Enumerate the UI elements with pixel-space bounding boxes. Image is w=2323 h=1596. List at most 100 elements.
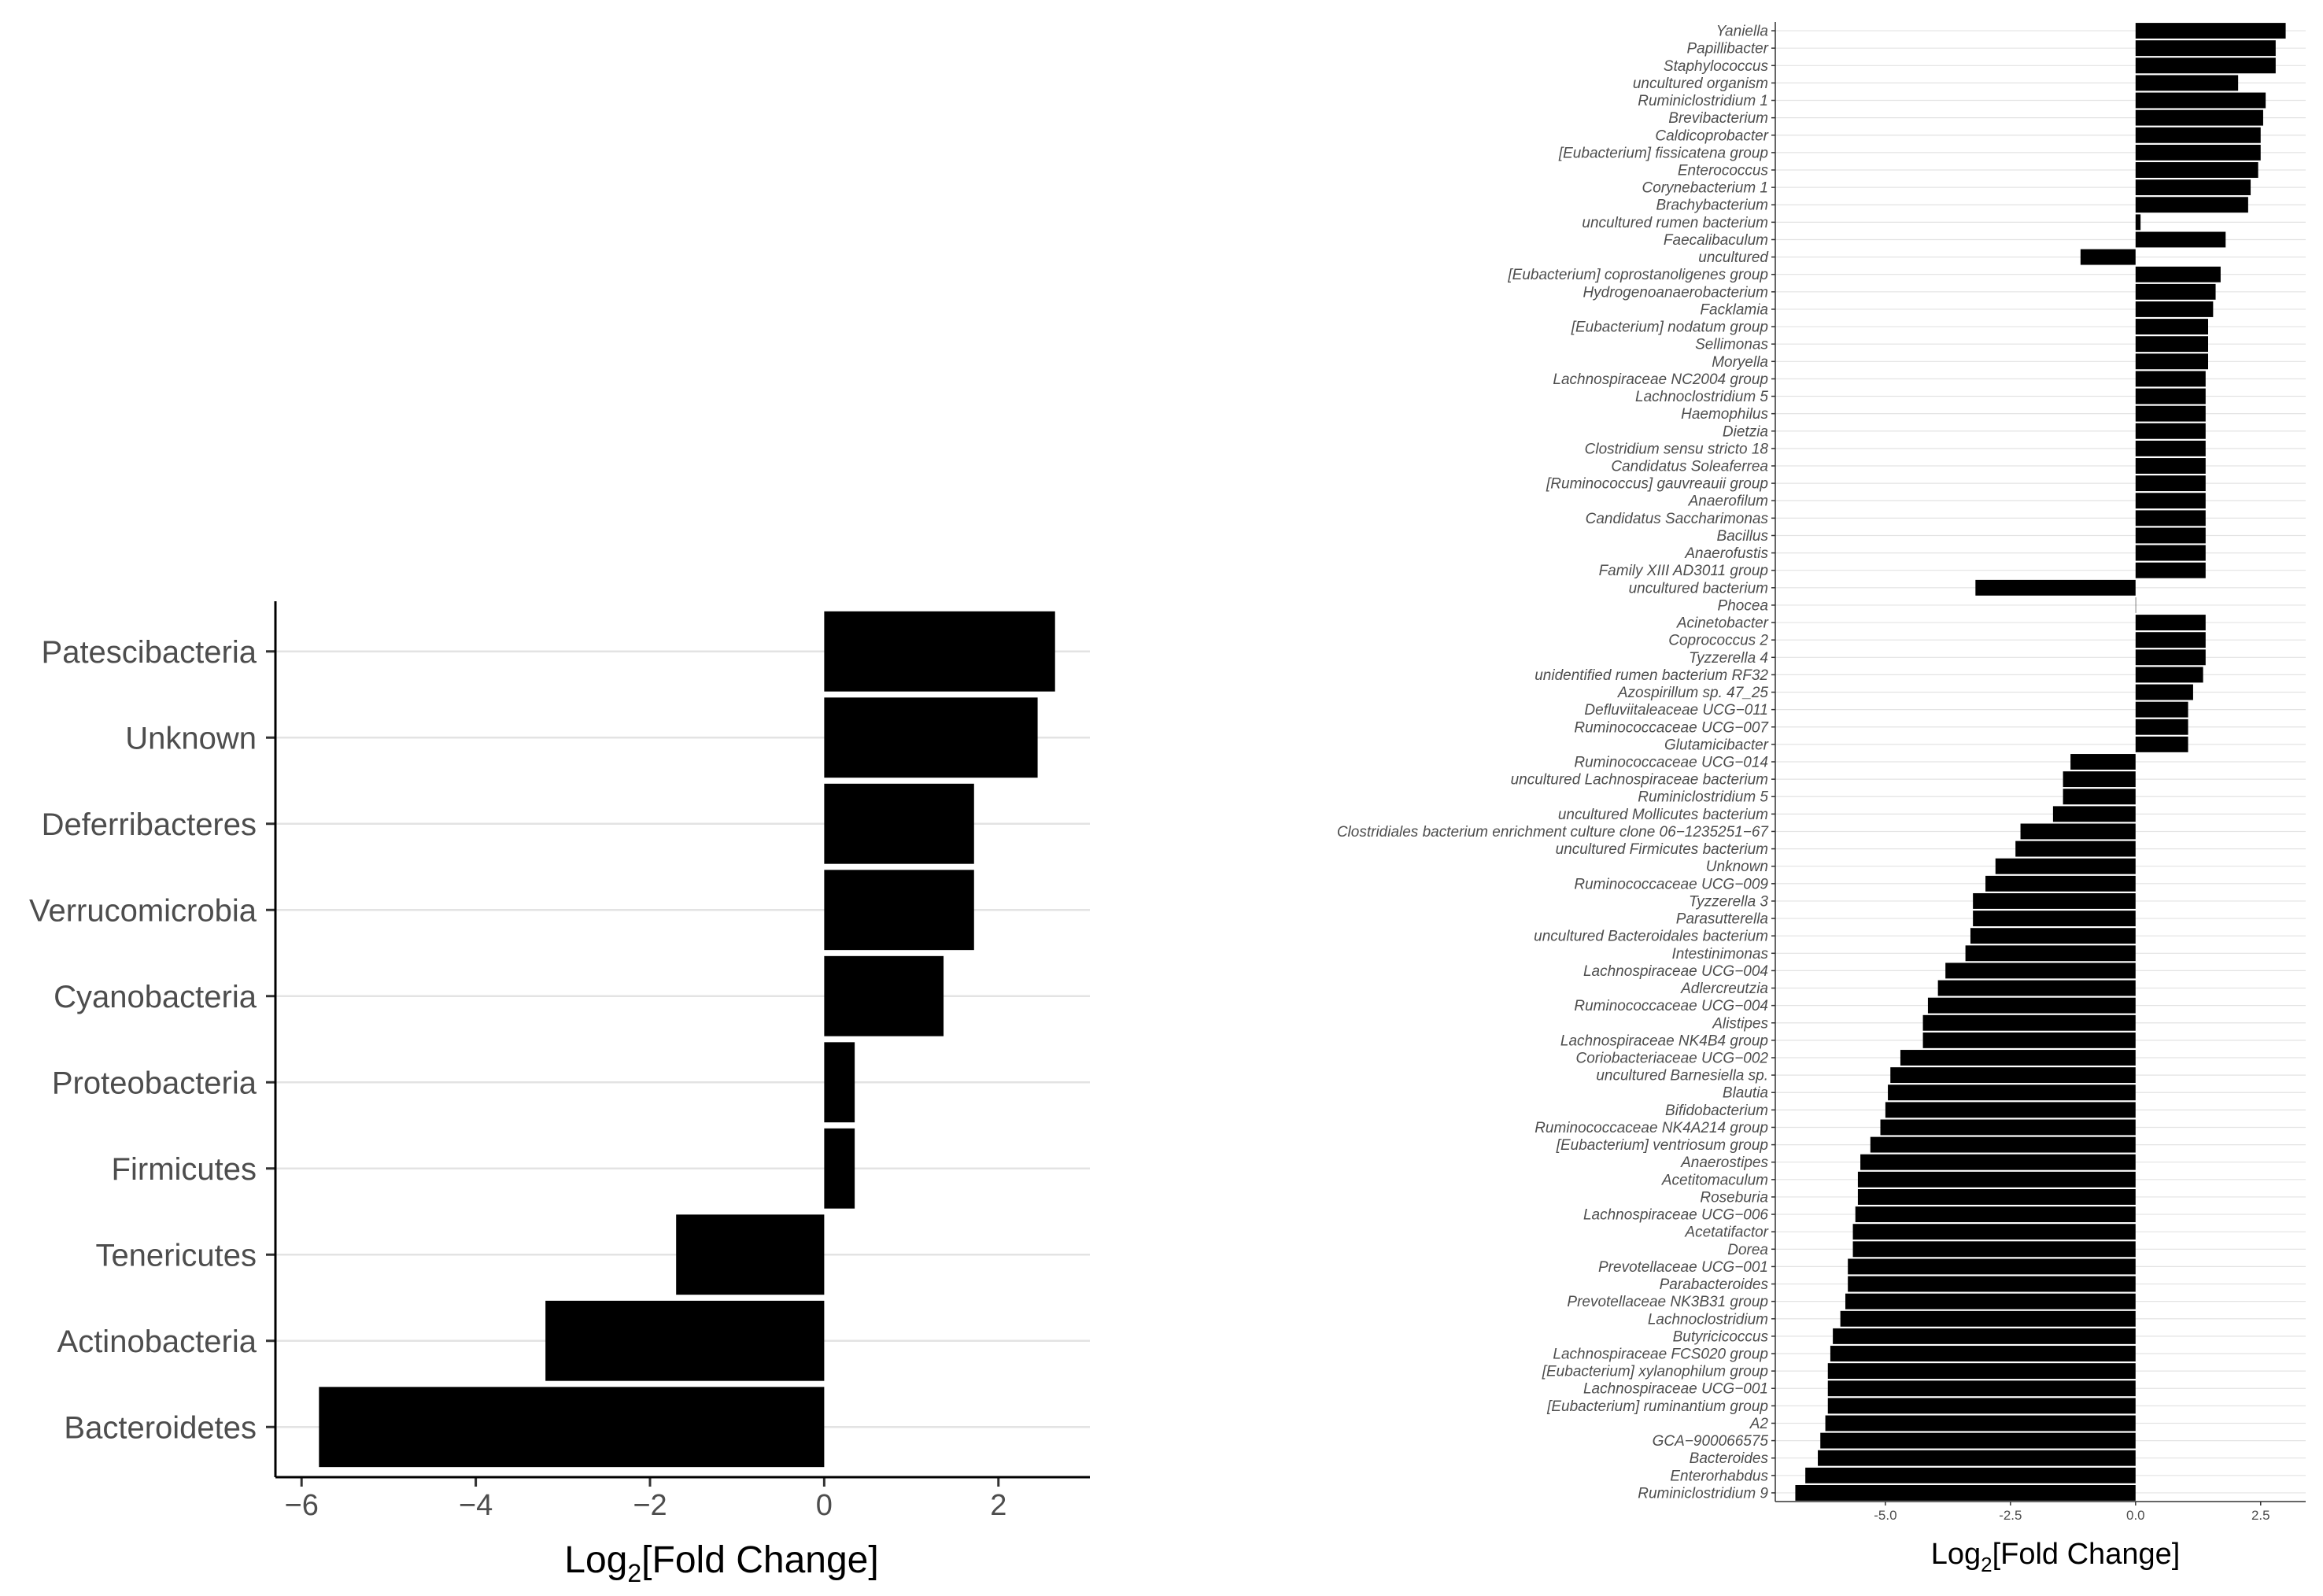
- right-chart: YaniellaPapillibacterStaphylococcusuncul…: [1337, 22, 2306, 1576]
- bar: [1857, 1188, 2136, 1205]
- bar: [1927, 997, 2136, 1014]
- category-label: unidentified rumen bacterium RF32: [1535, 667, 1768, 684]
- x-tick-label: 2.5: [2251, 1508, 2270, 1523]
- right-category-labels: YaniellaPapillibacterStaphylococcusuncul…: [1337, 24, 1775, 1502]
- bar: [824, 955, 944, 1036]
- category-label: Lachnospiraceae NK4B4 group: [1560, 1033, 1768, 1049]
- category-label: Family XIII AD3011 group: [1599, 563, 1768, 579]
- category-label: Parabacteroides: [1660, 1276, 1769, 1293]
- category-label: Phocea: [1718, 597, 1768, 614]
- bar: [2020, 823, 2136, 840]
- category-label: uncultured Lachnospiraceae bacterium: [1511, 772, 1768, 789]
- bar: [2135, 667, 2203, 683]
- bar: [2135, 319, 2209, 335]
- category-label: Bifidobacterium: [1665, 1103, 1768, 1119]
- category-label: Bacteroides: [1690, 1450, 1769, 1467]
- category-label: [Eubacterium] nodatum group: [1571, 320, 1768, 336]
- bar: [1880, 1119, 2136, 1136]
- category-label: uncultured Firmicutes bacterium: [1556, 841, 1768, 858]
- x-tick-label: -2.5: [1999, 1508, 2022, 1523]
- right-x-axis-label: Log2[Fold Change]: [1931, 1538, 2181, 1576]
- bar: [1860, 1154, 2136, 1170]
- category-label: Firmicutes: [112, 1152, 257, 1187]
- bar: [1825, 1415, 2136, 1432]
- category-label: Glutamicibacter: [1664, 737, 1769, 753]
- category-label: Acetatifactor: [1684, 1225, 1768, 1241]
- category-label: Lachnospiraceae UCG−001: [1583, 1381, 1768, 1398]
- category-label: Candidatus Soleaferrea: [1611, 459, 1768, 475]
- category-label: Anaerofilum: [1688, 493, 1768, 510]
- bar: [1848, 1258, 2136, 1275]
- category-label: GCA−900066575: [1653, 1433, 1769, 1450]
- bar: [2135, 283, 2216, 300]
- bar: [1870, 1136, 2136, 1153]
- category-label: Cyanobacteria: [54, 980, 257, 1014]
- bar: [1945, 962, 2136, 979]
- x-tick-label: −6: [285, 1489, 319, 1522]
- category-label: [Eubacterium] ventriosum group: [1556, 1137, 1768, 1154]
- bar: [2135, 75, 2239, 91]
- bar: [1922, 1014, 2136, 1031]
- bar: [2135, 405, 2206, 422]
- bar: [1922, 1032, 2136, 1048]
- category-label: uncultured bacterium: [1629, 580, 1768, 597]
- bar: [2135, 423, 2206, 439]
- bar: [1900, 1050, 2136, 1066]
- bar: [1820, 1432, 2136, 1449]
- category-label: Ruminococcaceae UCG−007: [1574, 719, 1769, 736]
- category-label: uncultured Mollicutes bacterium: [1558, 807, 1768, 823]
- category-label: Acetitomaculum: [1661, 1172, 1768, 1188]
- category-label: [Ruminococcus] gauvreauii group: [1546, 476, 1768, 493]
- bar: [1830, 1346, 2136, 1361]
- category-label: Clostridium sensu stricto 18: [1585, 441, 1769, 457]
- bar: [2063, 789, 2136, 805]
- category-label: Candidatus Saccharimonas: [1586, 511, 1769, 527]
- category-label: [Eubacterium] coprostanoligenes group: [1507, 267, 1768, 283]
- x-tick-label: −2: [633, 1489, 667, 1522]
- bar: [2135, 92, 2266, 109]
- category-label: Moryella: [1712, 354, 1768, 371]
- category-label: Tyzzerella 3: [1689, 893, 1768, 910]
- bar: [2135, 719, 2188, 735]
- category-label: Facklamia: [1700, 301, 1768, 318]
- bar: [2135, 231, 2226, 248]
- bar: [2135, 545, 2206, 561]
- bar: [1818, 1450, 2136, 1466]
- category-label: Haemophilus: [1681, 406, 1768, 423]
- category-label: Enterococcus: [1678, 163, 1769, 179]
- bar: [1937, 980, 2136, 996]
- bar: [1827, 1380, 2136, 1397]
- category-label: Alistipes: [1712, 1015, 1768, 1032]
- bar: [1833, 1328, 2136, 1344]
- bar: [2135, 179, 2251, 196]
- category-label: Brevibacterium: [1668, 110, 1768, 127]
- category-label: Coprococcus 2: [1668, 633, 1768, 649]
- bar: [2135, 301, 2214, 317]
- category-label: [Eubacterium] xylanophilum group: [1542, 1364, 1768, 1380]
- bar: [1855, 1206, 2136, 1223]
- category-label: Unknown: [1706, 859, 1768, 875]
- bar: [2135, 510, 2206, 526]
- bar: [824, 870, 974, 951]
- bar: [2135, 144, 2261, 161]
- category-label: Dietzia: [1723, 423, 1768, 440]
- bar: [2070, 754, 2136, 770]
- bar: [1970, 928, 2136, 944]
- left-chart: Patescibacteria Unknown Deferribacteres Ver…: [29, 601, 1090, 1587]
- bar: [676, 1214, 825, 1295]
- bar: [1845, 1293, 2136, 1310]
- bar: [1975, 579, 2136, 596]
- left-x-axis-label: Log2[Fold Change]: [564, 1539, 878, 1587]
- category-label: Prevotellaceae NK3B31 group: [1567, 1294, 1768, 1310]
- category-label: Lachnospiraceae UCG−006: [1583, 1207, 1768, 1224]
- bar: [1995, 858, 2136, 874]
- category-label: Ruminococcaceae UCG−014: [1574, 755, 1768, 771]
- bar: [2135, 615, 2206, 631]
- category-label: Actinobacteria: [57, 1324, 257, 1359]
- x-tick-label: 2: [990, 1489, 1006, 1522]
- bar: [2135, 197, 2248, 213]
- category-label: Faecalibaculum: [1664, 232, 1768, 249]
- bar: [545, 1300, 825, 1381]
- bar: [2135, 109, 2263, 126]
